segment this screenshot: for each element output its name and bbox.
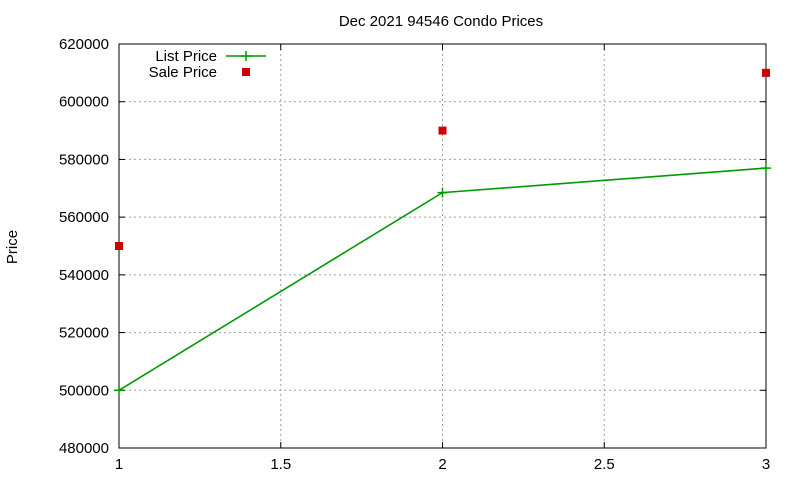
y-tick-label: 500000 [59,382,109,399]
data-point [761,163,771,174]
series [114,68,771,396]
legend-entry: Sale Price [149,64,250,81]
x-tick-label: 1.5 [270,456,291,473]
grid [119,44,766,448]
y-tick-label: 620000 [59,36,109,53]
y-tick-label: 560000 [59,209,109,226]
y-tick-label: 540000 [59,267,109,284]
axis-ticks [118,43,767,449]
data-point [438,126,447,135]
data-point [115,242,123,250]
series-1 [115,68,770,250]
legend-marker [242,68,250,76]
x-tick-label: 2.5 [594,456,615,473]
y-axis-label: Price [4,230,21,264]
x-tick-label: 2 [438,456,446,473]
legend-marker [241,51,251,61]
y-tick-labels: 480000 500000 520000 540000 560000 580000 6000… [59,36,109,457]
y-tick-label: 580000 [59,151,109,168]
legend-entry: List Price [155,48,266,65]
data-point [437,187,448,198]
y-tick-label: 520000 [59,325,109,342]
chart-title: Dec 2021 94546 Condo Prices [339,13,543,30]
legend-label: List Price [155,48,217,65]
data-point [762,68,770,77]
y-tick-label: 600000 [59,94,109,111]
series-0 [114,163,771,396]
y-tick-label: 480000 [59,440,109,457]
x-tick-label: 1 [115,456,123,473]
x-tick-labels: 1 1.5 2 2.5 3 [115,456,770,473]
data-point [114,385,124,396]
legend-label: Sale Price [149,64,217,81]
x-tick-label: 3 [762,456,770,473]
